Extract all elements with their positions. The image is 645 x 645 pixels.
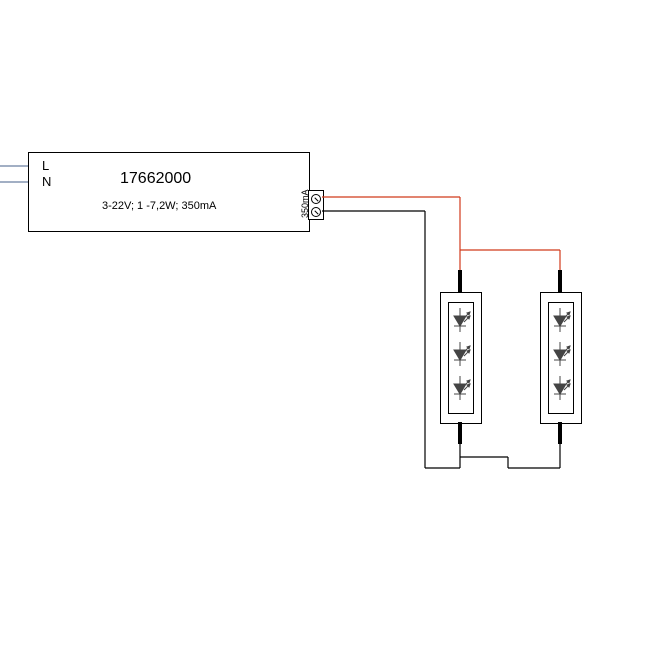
led-stubs xyxy=(460,270,560,444)
led-symbols-1 xyxy=(454,308,470,400)
wiring-svg xyxy=(0,0,645,645)
wire-positive xyxy=(322,197,560,270)
led-symbols-2 xyxy=(554,308,570,400)
